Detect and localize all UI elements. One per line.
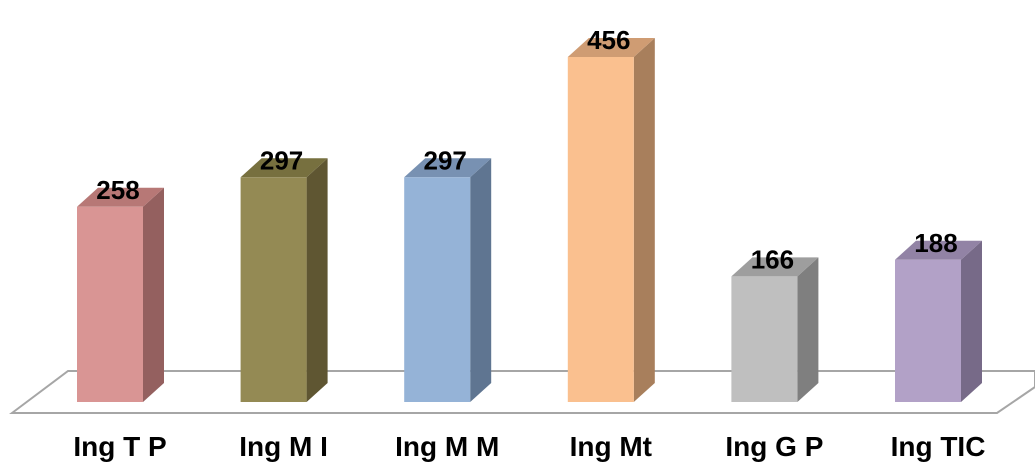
bar-4 xyxy=(567,38,655,402)
bar-side-face xyxy=(143,187,164,402)
bar-side-face xyxy=(797,257,819,402)
bar-side-face xyxy=(470,158,492,402)
bar-6 xyxy=(895,240,982,402)
bar-side-face xyxy=(961,240,982,402)
bar-top-face xyxy=(404,158,492,178)
data-label-3: 297 xyxy=(424,145,467,175)
bar-front-face xyxy=(567,57,634,402)
bar-front-face xyxy=(77,206,143,402)
bar-top-face xyxy=(77,187,164,207)
bar-front-face xyxy=(240,177,307,402)
x-tick-label-4: Ing Mt xyxy=(570,431,652,462)
x-tick-label-5: Ing G P xyxy=(725,431,823,462)
bar-2 xyxy=(240,158,328,402)
x-tick-label-1: Ing T P xyxy=(73,431,166,462)
bar-front-face xyxy=(731,276,798,402)
bar-top-face xyxy=(731,257,819,277)
chart-floor xyxy=(9,370,1035,414)
x-tick-label-3: Ing M M xyxy=(395,431,499,462)
bar-top-face xyxy=(895,240,982,260)
x-tick-label-6: Ing TIC xyxy=(891,431,986,462)
data-label-6: 188 xyxy=(914,228,957,258)
bar-1 xyxy=(77,187,164,402)
bar-front-face xyxy=(895,259,961,402)
bar-front-face xyxy=(404,177,471,402)
x-tick-label-2: Ing M I xyxy=(239,431,328,462)
bar-side-face xyxy=(633,38,655,402)
data-label-2: 297 xyxy=(260,145,303,175)
data-label-5: 166 xyxy=(751,244,794,274)
bar-top-face xyxy=(240,158,328,178)
data-label-4: 456 xyxy=(587,25,630,55)
bar-side-face xyxy=(306,158,328,402)
data-label-1: 258 xyxy=(96,175,139,205)
bar-3 xyxy=(404,158,492,402)
bar-5 xyxy=(731,257,819,402)
bar-top-face xyxy=(567,38,655,57)
